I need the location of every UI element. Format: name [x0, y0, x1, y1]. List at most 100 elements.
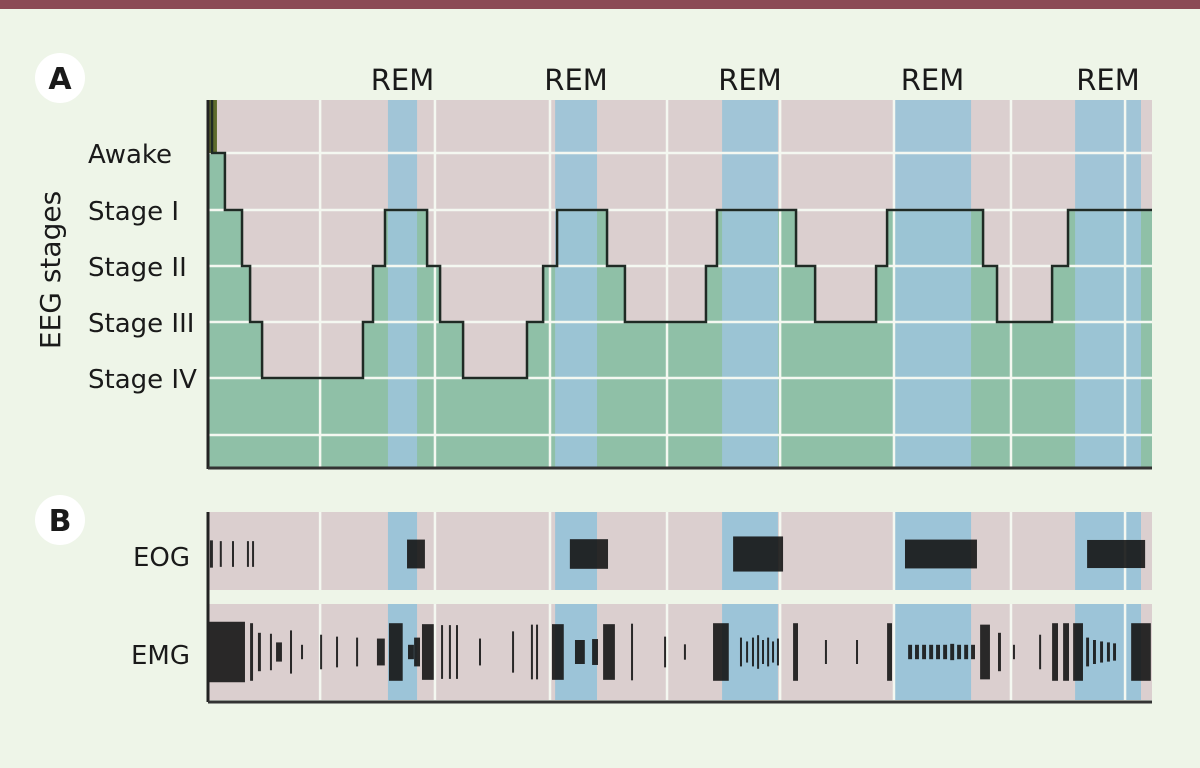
- emg-burst: [772, 641, 775, 663]
- emg-burst: [356, 637, 359, 667]
- rem-label: REM: [371, 63, 435, 97]
- emg-burst: [551, 624, 564, 680]
- rem-label: REM: [1076, 63, 1140, 97]
- stage-label: Stage IV: [88, 365, 197, 395]
- signals-panel: [206, 512, 1152, 704]
- emg-burst: [887, 623, 893, 681]
- emg-burst: [824, 640, 827, 664]
- stage-label: Stage I: [88, 197, 179, 227]
- stage-label: Stage II: [88, 253, 187, 283]
- emg-burst: [664, 636, 667, 668]
- emg-burst: [943, 644, 948, 660]
- eog-burst: [904, 539, 977, 569]
- hypnogram-line: [210, 100, 1152, 380]
- emg-track: [208, 604, 1152, 700]
- emg-burst: [421, 624, 434, 680]
- emg-burst: [998, 632, 1001, 672]
- emg-burst: [250, 623, 254, 681]
- eog-burst: [733, 536, 784, 572]
- rem-band: [555, 100, 598, 468]
- emg-burst: [276, 642, 282, 662]
- eog-burst: [407, 539, 425, 569]
- emg-burst: [856, 640, 859, 664]
- emg-burst: [683, 644, 686, 660]
- eog-burst: [569, 539, 609, 569]
- emg-burst: [536, 624, 539, 680]
- stage-label: Awake: [88, 140, 172, 170]
- emg-burst: [950, 643, 955, 661]
- panel-a-badge: A: [35, 53, 85, 103]
- emg-burst: [269, 633, 272, 671]
- emg-burst: [208, 621, 245, 683]
- panel-b-label: B: [49, 504, 72, 539]
- rem-band: [893, 100, 972, 468]
- emg-burst: [767, 637, 770, 667]
- emg-burst: [301, 644, 304, 660]
- emg-burst: [964, 644, 969, 660]
- stage-labels: Awake Stage I Stage II Stage III Stage IV: [88, 140, 197, 395]
- eog-label: EOG: [133, 543, 190, 573]
- emg-burst: [631, 623, 634, 681]
- emg-burst: [908, 644, 913, 660]
- emg-burst: [713, 623, 729, 681]
- emg-burst: [762, 640, 765, 664]
- emg-burst: [1106, 642, 1110, 662]
- rem-label: REM: [718, 63, 782, 97]
- panel-a-label: A: [48, 62, 72, 97]
- emg-burst: [936, 644, 940, 660]
- rem-label: REM: [544, 63, 608, 97]
- rem-band: [1075, 100, 1141, 468]
- y-axis-title: EEG stages: [34, 191, 67, 349]
- emg-burst: [1012, 644, 1015, 660]
- emg-burst: [448, 625, 451, 679]
- emg-burst: [922, 644, 927, 660]
- emg-burst: [793, 623, 798, 681]
- rem-band: [387, 100, 418, 468]
- top-accent-bar: [0, 0, 1200, 9]
- emg-burst: [1100, 641, 1104, 663]
- panel-b-badge: B: [35, 495, 85, 545]
- emg-burst: [957, 644, 962, 660]
- emg-burst: [1086, 637, 1090, 667]
- emg-burst: [1131, 623, 1151, 681]
- emg-burst: [376, 638, 385, 666]
- emg-label: EMG: [131, 641, 190, 671]
- emg-burst: [915, 644, 919, 660]
- emg-burst: [1052, 623, 1058, 681]
- emg-burst: [980, 624, 990, 680]
- eog-burst: [219, 541, 222, 567]
- emg-burst: [408, 644, 414, 660]
- emg-burst: [776, 638, 779, 666]
- emg-burst: [1063, 623, 1070, 681]
- emg-burst: [746, 641, 749, 663]
- eog-burst: [1087, 539, 1146, 569]
- emg-burst: [455, 625, 458, 679]
- emg-burst: [320, 634, 323, 670]
- stage-label: Stage III: [88, 309, 194, 339]
- emg-burst: [592, 639, 598, 665]
- emg-burst: [441, 625, 444, 679]
- emg-burst: [603, 624, 615, 680]
- emg-burst: [1039, 634, 1042, 670]
- emg-burst: [1113, 643, 1117, 661]
- emg-burst: [479, 638, 482, 666]
- emg-burst: [574, 640, 585, 664]
- emg-burst: [414, 637, 421, 667]
- eog-track: [208, 512, 1152, 590]
- rem-band: [722, 100, 778, 468]
- emg-burst: [388, 623, 403, 681]
- emg-burst: [336, 636, 339, 668]
- emg-burst: [929, 644, 934, 660]
- emg-burst: [1093, 640, 1096, 664]
- emg-burst: [751, 637, 754, 667]
- emg-burst: [739, 637, 742, 667]
- eog-burst: [231, 541, 234, 567]
- eog-burst: [209, 540, 213, 568]
- emg-burst: [257, 632, 261, 672]
- emg-burst: [530, 624, 533, 680]
- emg-burst: [1073, 623, 1083, 681]
- emg-burst: [290, 630, 293, 674]
- hypnogram-panel: REM REM REM REM REM: [206, 63, 1152, 470]
- emg-burst: [971, 644, 975, 660]
